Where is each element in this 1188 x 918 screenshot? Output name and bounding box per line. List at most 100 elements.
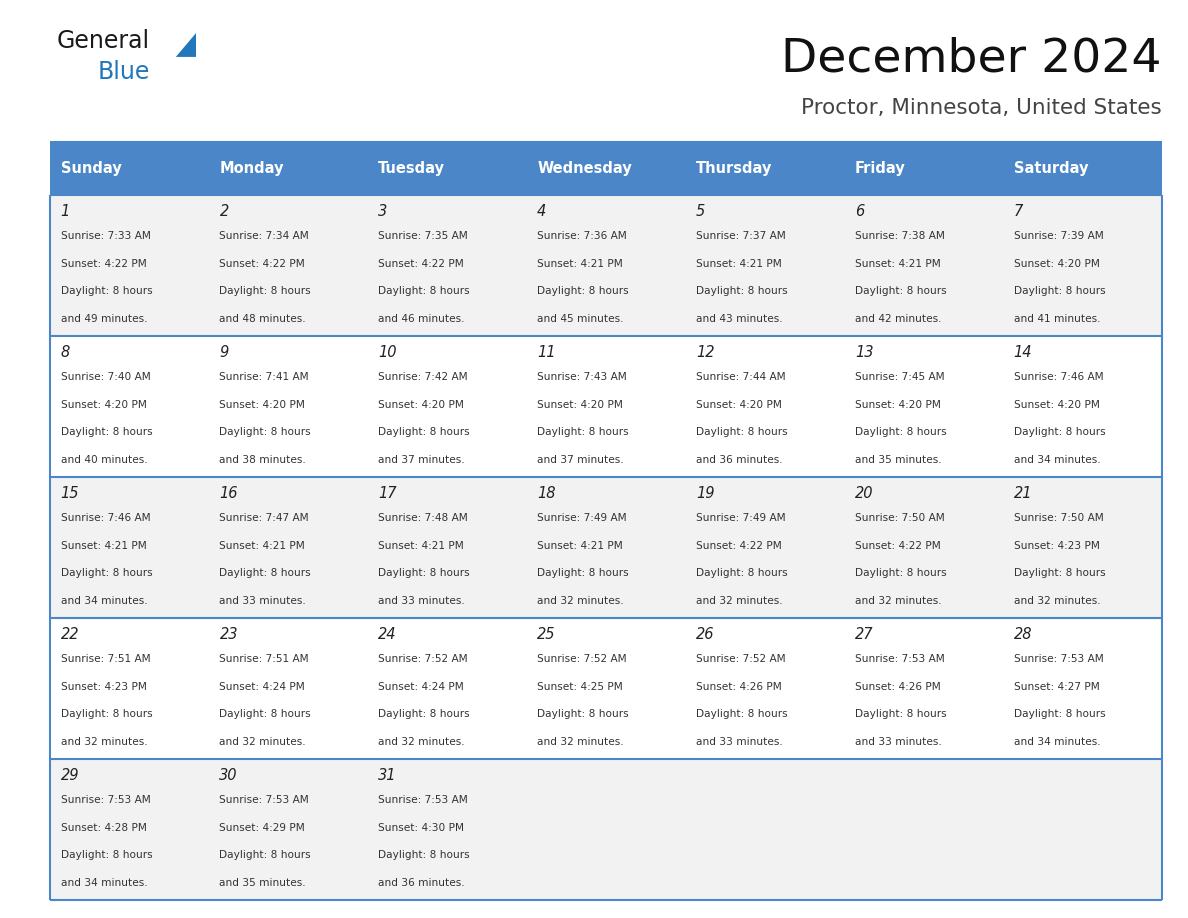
Text: Daylight: 8 hours: Daylight: 8 hours (61, 286, 152, 297)
Bar (50, 618, 209, 758)
Text: Daylight: 8 hours: Daylight: 8 hours (855, 710, 947, 720)
Text: Daylight: 8 hours: Daylight: 8 hours (378, 850, 470, 860)
Bar (1003, 476, 1162, 618)
Text: Sunday: Sunday (61, 161, 121, 176)
Text: Sunrise: 7:44 AM: Sunrise: 7:44 AM (696, 373, 785, 382)
Text: 12: 12 (696, 345, 714, 360)
Text: Sunset: 4:20 PM: Sunset: 4:20 PM (378, 400, 465, 409)
Text: 29: 29 (61, 767, 80, 783)
Text: Proctor, Minnesota, United States: Proctor, Minnesota, United States (801, 98, 1162, 118)
Text: and 32 minutes.: and 32 minutes. (61, 737, 147, 747)
Text: Daylight: 8 hours: Daylight: 8 hours (61, 850, 152, 860)
Text: Sunset: 4:22 PM: Sunset: 4:22 PM (61, 259, 146, 269)
Text: and 32 minutes.: and 32 minutes. (537, 596, 624, 606)
Text: 14: 14 (1013, 345, 1032, 360)
Bar (526, 336, 685, 476)
Text: Daylight: 8 hours: Daylight: 8 hours (378, 568, 470, 578)
Bar (367, 142, 526, 195)
Text: and 37 minutes.: and 37 minutes. (537, 455, 624, 465)
Text: and 40 minutes.: and 40 minutes. (61, 455, 147, 465)
Text: and 33 minutes.: and 33 minutes. (855, 737, 942, 747)
Text: Sunrise: 7:53 AM: Sunrise: 7:53 AM (378, 795, 468, 805)
Text: and 37 minutes.: and 37 minutes. (378, 455, 465, 465)
Text: Sunrise: 7:35 AM: Sunrise: 7:35 AM (378, 231, 468, 241)
Text: and 49 minutes.: and 49 minutes. (61, 314, 147, 324)
Text: 3: 3 (378, 204, 387, 218)
Text: Sunrise: 7:43 AM: Sunrise: 7:43 AM (537, 373, 627, 382)
Bar (526, 142, 685, 195)
Text: Sunrise: 7:38 AM: Sunrise: 7:38 AM (855, 231, 944, 241)
Text: Sunset: 4:20 PM: Sunset: 4:20 PM (855, 400, 941, 409)
Bar (1003, 336, 1162, 476)
Text: Sunset: 4:28 PM: Sunset: 4:28 PM (61, 823, 146, 833)
Text: Daylight: 8 hours: Daylight: 8 hours (855, 286, 947, 297)
Bar (1003, 618, 1162, 758)
Text: Sunset: 4:24 PM: Sunset: 4:24 PM (220, 682, 305, 692)
Text: Sunrise: 7:47 AM: Sunrise: 7:47 AM (220, 513, 309, 523)
Text: Sunrise: 7:52 AM: Sunrise: 7:52 AM (378, 655, 468, 665)
Text: Daylight: 8 hours: Daylight: 8 hours (378, 710, 470, 720)
Text: and 46 minutes.: and 46 minutes. (378, 314, 465, 324)
Text: Sunset: 4:26 PM: Sunset: 4:26 PM (855, 682, 941, 692)
Text: 25: 25 (537, 627, 556, 642)
Text: Sunset: 4:20 PM: Sunset: 4:20 PM (220, 400, 305, 409)
Text: Daylight: 8 hours: Daylight: 8 hours (378, 286, 470, 297)
Text: Sunrise: 7:45 AM: Sunrise: 7:45 AM (855, 373, 944, 382)
Text: Sunset: 4:22 PM: Sunset: 4:22 PM (696, 541, 782, 551)
Polygon shape (176, 33, 196, 57)
Text: General: General (57, 29, 150, 53)
Bar (845, 476, 1003, 618)
Text: Sunrise: 7:46 AM: Sunrise: 7:46 AM (61, 513, 150, 523)
Text: and 34 minutes.: and 34 minutes. (61, 878, 147, 888)
Text: Monday: Monday (220, 161, 284, 176)
Text: Sunset: 4:24 PM: Sunset: 4:24 PM (378, 682, 465, 692)
Text: and 32 minutes.: and 32 minutes. (378, 737, 465, 747)
Text: Sunrise: 7:48 AM: Sunrise: 7:48 AM (378, 513, 468, 523)
Text: and 43 minutes.: and 43 minutes. (696, 314, 783, 324)
Text: and 42 minutes.: and 42 minutes. (855, 314, 941, 324)
Bar (50, 142, 209, 195)
Text: and 48 minutes.: and 48 minutes. (220, 314, 307, 324)
Bar (209, 336, 367, 476)
Bar (526, 195, 685, 336)
Text: Sunrise: 7:33 AM: Sunrise: 7:33 AM (61, 231, 151, 241)
Bar (845, 195, 1003, 336)
Text: Daylight: 8 hours: Daylight: 8 hours (696, 710, 788, 720)
Text: December 2024: December 2024 (782, 37, 1162, 82)
Text: Sunrise: 7:34 AM: Sunrise: 7:34 AM (220, 231, 309, 241)
Text: 7: 7 (1013, 204, 1023, 218)
Bar (50, 195, 209, 336)
Text: Sunset: 4:21 PM: Sunset: 4:21 PM (696, 259, 782, 269)
Text: Friday: Friday (855, 161, 905, 176)
Text: Sunset: 4:22 PM: Sunset: 4:22 PM (220, 259, 305, 269)
Bar (526, 758, 685, 900)
Text: 27: 27 (855, 627, 873, 642)
Text: Sunrise: 7:51 AM: Sunrise: 7:51 AM (61, 655, 150, 665)
Text: Sunrise: 7:50 AM: Sunrise: 7:50 AM (855, 513, 944, 523)
Text: Daylight: 8 hours: Daylight: 8 hours (855, 428, 947, 437)
Text: 17: 17 (378, 486, 397, 501)
Text: Daylight: 8 hours: Daylight: 8 hours (855, 568, 947, 578)
Text: Sunset: 4:26 PM: Sunset: 4:26 PM (696, 682, 782, 692)
Text: 31: 31 (378, 767, 397, 783)
Bar (526, 476, 685, 618)
Text: and 32 minutes.: and 32 minutes. (696, 596, 783, 606)
Text: and 36 minutes.: and 36 minutes. (696, 455, 783, 465)
Text: Blue: Blue (97, 60, 150, 84)
Text: 16: 16 (220, 486, 238, 501)
Text: Sunset: 4:20 PM: Sunset: 4:20 PM (1013, 400, 1100, 409)
Text: Sunset: 4:22 PM: Sunset: 4:22 PM (378, 259, 465, 269)
Text: Sunset: 4:21 PM: Sunset: 4:21 PM (855, 259, 941, 269)
Text: Sunrise: 7:40 AM: Sunrise: 7:40 AM (61, 373, 151, 382)
Text: Sunrise: 7:53 AM: Sunrise: 7:53 AM (220, 795, 309, 805)
Text: Daylight: 8 hours: Daylight: 8 hours (1013, 710, 1105, 720)
Text: Sunrise: 7:53 AM: Sunrise: 7:53 AM (61, 795, 151, 805)
Text: and 34 minutes.: and 34 minutes. (1013, 737, 1100, 747)
Text: and 35 minutes.: and 35 minutes. (855, 455, 941, 465)
Text: 10: 10 (378, 345, 397, 360)
Bar (1003, 195, 1162, 336)
Bar (209, 195, 367, 336)
Bar (367, 195, 526, 336)
Text: Daylight: 8 hours: Daylight: 8 hours (696, 428, 788, 437)
Text: 20: 20 (855, 486, 873, 501)
